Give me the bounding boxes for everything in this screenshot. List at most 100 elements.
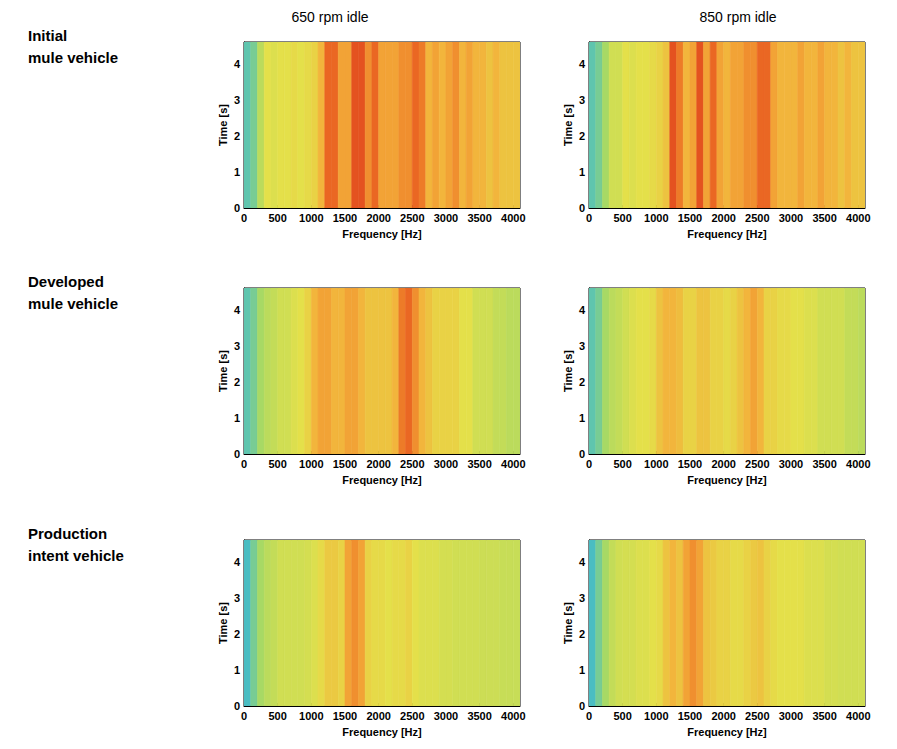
svg-text:1000: 1000 [644, 458, 668, 470]
svg-text:3: 3 [579, 340, 585, 352]
svg-text:4000: 4000 [846, 710, 870, 722]
svg-text:500: 500 [268, 212, 286, 224]
svg-text:0: 0 [234, 448, 240, 460]
svg-text:1000: 1000 [644, 710, 668, 722]
svg-text:4000: 4000 [501, 212, 525, 224]
svg-text:2500: 2500 [745, 212, 769, 224]
svg-text:Developed: Developed [28, 273, 104, 290]
svg-text:Time [s]: Time [s] [217, 104, 229, 146]
svg-text:500: 500 [613, 710, 631, 722]
svg-text:850 rpm idle: 850 rpm idle [699, 9, 776, 25]
svg-text:3000: 3000 [779, 212, 803, 224]
svg-text:0: 0 [241, 458, 247, 470]
svg-text:650 rpm idle: 650 rpm idle [291, 9, 368, 25]
svg-text:3: 3 [234, 592, 240, 604]
svg-text:1000: 1000 [644, 212, 668, 224]
svg-text:0: 0 [579, 700, 585, 712]
svg-text:2: 2 [234, 130, 240, 142]
svg-text:1500: 1500 [333, 212, 357, 224]
svg-text:4: 4 [234, 556, 241, 568]
svg-text:3500: 3500 [467, 458, 491, 470]
svg-text:0: 0 [234, 700, 240, 712]
svg-text:1500: 1500 [678, 710, 702, 722]
svg-text:3500: 3500 [812, 710, 836, 722]
svg-text:2000: 2000 [366, 710, 390, 722]
svg-text:3500: 3500 [467, 710, 491, 722]
svg-text:1: 1 [579, 664, 585, 676]
svg-text:mule vehicle: mule vehicle [28, 49, 118, 66]
svg-text:3000: 3000 [434, 212, 458, 224]
svg-text:3000: 3000 [779, 458, 803, 470]
svg-text:3500: 3500 [812, 212, 836, 224]
svg-text:2: 2 [234, 376, 240, 388]
svg-text:4000: 4000 [846, 458, 870, 470]
svg-text:Frequency [Hz]: Frequency [Hz] [687, 474, 767, 486]
svg-text:3: 3 [234, 340, 240, 352]
svg-text:2500: 2500 [400, 458, 424, 470]
svg-text:1: 1 [234, 664, 240, 676]
svg-text:4000: 4000 [846, 212, 870, 224]
svg-text:2500: 2500 [745, 710, 769, 722]
svg-text:Frequency [Hz]: Frequency [Hz] [342, 726, 422, 738]
svg-text:1000: 1000 [299, 710, 323, 722]
svg-text:3500: 3500 [467, 212, 491, 224]
svg-text:500: 500 [268, 710, 286, 722]
svg-text:3: 3 [579, 592, 585, 604]
svg-text:2000: 2000 [366, 212, 390, 224]
svg-text:2500: 2500 [400, 212, 424, 224]
svg-text:0: 0 [586, 458, 592, 470]
svg-text:4: 4 [579, 304, 586, 316]
svg-text:0: 0 [586, 212, 592, 224]
svg-text:1: 1 [579, 412, 585, 424]
svg-text:3000: 3000 [434, 710, 458, 722]
svg-text:3: 3 [234, 94, 240, 106]
svg-text:1500: 1500 [678, 458, 702, 470]
svg-text:1: 1 [234, 412, 240, 424]
svg-text:2000: 2000 [366, 458, 390, 470]
svg-text:0: 0 [586, 710, 592, 722]
svg-text:1500: 1500 [333, 710, 357, 722]
svg-text:1: 1 [579, 166, 585, 178]
svg-text:Time [s]: Time [s] [562, 350, 574, 392]
svg-text:Frequency [Hz]: Frequency [Hz] [687, 228, 767, 240]
svg-text:1500: 1500 [333, 458, 357, 470]
svg-text:3000: 3000 [779, 710, 803, 722]
svg-text:4000: 4000 [501, 458, 525, 470]
svg-text:3500: 3500 [812, 458, 836, 470]
svg-text:2000: 2000 [711, 710, 735, 722]
svg-text:4000: 4000 [501, 710, 525, 722]
svg-text:0: 0 [241, 212, 247, 224]
svg-text:Time [s]: Time [s] [217, 350, 229, 392]
svg-text:1000: 1000 [299, 212, 323, 224]
svg-text:Time [s]: Time [s] [217, 602, 229, 644]
svg-text:2: 2 [579, 628, 585, 640]
svg-text:0: 0 [234, 202, 240, 214]
svg-text:4: 4 [579, 556, 586, 568]
svg-text:1: 1 [234, 166, 240, 178]
svg-text:2: 2 [579, 130, 585, 142]
svg-text:4: 4 [234, 304, 241, 316]
svg-text:500: 500 [613, 212, 631, 224]
svg-text:2: 2 [234, 628, 240, 640]
svg-text:intent vehicle: intent vehicle [28, 547, 124, 564]
svg-text:mule vehicle: mule vehicle [28, 295, 118, 312]
svg-text:1000: 1000 [299, 458, 323, 470]
svg-text:0: 0 [579, 202, 585, 214]
svg-text:500: 500 [268, 458, 286, 470]
svg-text:500: 500 [613, 458, 631, 470]
svg-text:2000: 2000 [711, 458, 735, 470]
svg-text:4: 4 [234, 58, 241, 70]
svg-text:Time [s]: Time [s] [562, 104, 574, 146]
svg-text:Frequency [Hz]: Frequency [Hz] [342, 474, 422, 486]
svg-text:Time [s]: Time [s] [562, 602, 574, 644]
svg-text:0: 0 [241, 710, 247, 722]
svg-text:3: 3 [579, 94, 585, 106]
svg-text:Initial: Initial [28, 27, 67, 44]
svg-text:2000: 2000 [711, 212, 735, 224]
svg-text:Frequency [Hz]: Frequency [Hz] [342, 228, 422, 240]
svg-text:2: 2 [579, 376, 585, 388]
svg-text:2500: 2500 [745, 458, 769, 470]
svg-text:0: 0 [579, 448, 585, 460]
svg-text:1500: 1500 [678, 212, 702, 224]
svg-text:Production: Production [28, 525, 107, 542]
